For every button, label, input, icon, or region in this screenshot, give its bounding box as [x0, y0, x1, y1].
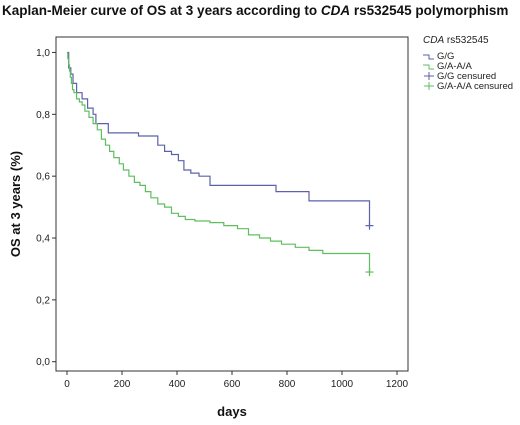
legend-swatch — [423, 64, 434, 70]
y-axis: 0,0 0,2 0,4 0,6 0,8 1,0 — [36, 48, 56, 368]
series-line-gg — [67, 51, 371, 226]
x-axis: 0 200 400 600 800 1000 1200 — [64, 371, 409, 390]
x-tick-label: 0 — [64, 379, 70, 390]
x-tick-label: 200 — [114, 379, 131, 390]
chart-title: Kaplan-Meier curve of OS at 3 years acco… — [2, 3, 509, 18]
y-axis-label: OS at 3 years (%) — [8, 151, 23, 257]
y-tick-label: 1,0 — [36, 48, 50, 59]
y-tick-label: 0,4 — [36, 234, 50, 245]
x-axis-label: days — [217, 404, 247, 419]
x-tick-label: 1200 — [386, 379, 409, 390]
y-tick-label: 0,0 — [36, 357, 50, 368]
series-line-ga-aa — [67, 51, 371, 272]
legend-swatch — [423, 54, 434, 60]
y-tick-label: 0,8 — [36, 110, 50, 121]
legend: CDA rs532545 G/GG/A-A/AG/G censuredG/A-A… — [423, 35, 513, 92]
plot-area — [55, 36, 409, 372]
legend-title: CDA rs532545 — [423, 35, 489, 46]
legend-label: G/A-A/A censured — [437, 81, 513, 92]
y-tick-label: 0,2 — [36, 295, 50, 306]
y-tick-label: 0,6 — [36, 172, 50, 183]
legend-label: G/A-A/A — [437, 61, 473, 72]
survival-curves — [67, 51, 374, 277]
x-tick-label: 400 — [169, 379, 186, 390]
x-tick-label: 1000 — [331, 379, 354, 390]
x-tick-label: 800 — [279, 379, 296, 390]
legend-label: G/G — [437, 51, 454, 62]
x-tick-label: 600 — [224, 379, 241, 390]
legend-swatch — [424, 72, 434, 80]
legend-label: G/G censured — [437, 71, 496, 82]
legend-swatch — [424, 82, 434, 90]
